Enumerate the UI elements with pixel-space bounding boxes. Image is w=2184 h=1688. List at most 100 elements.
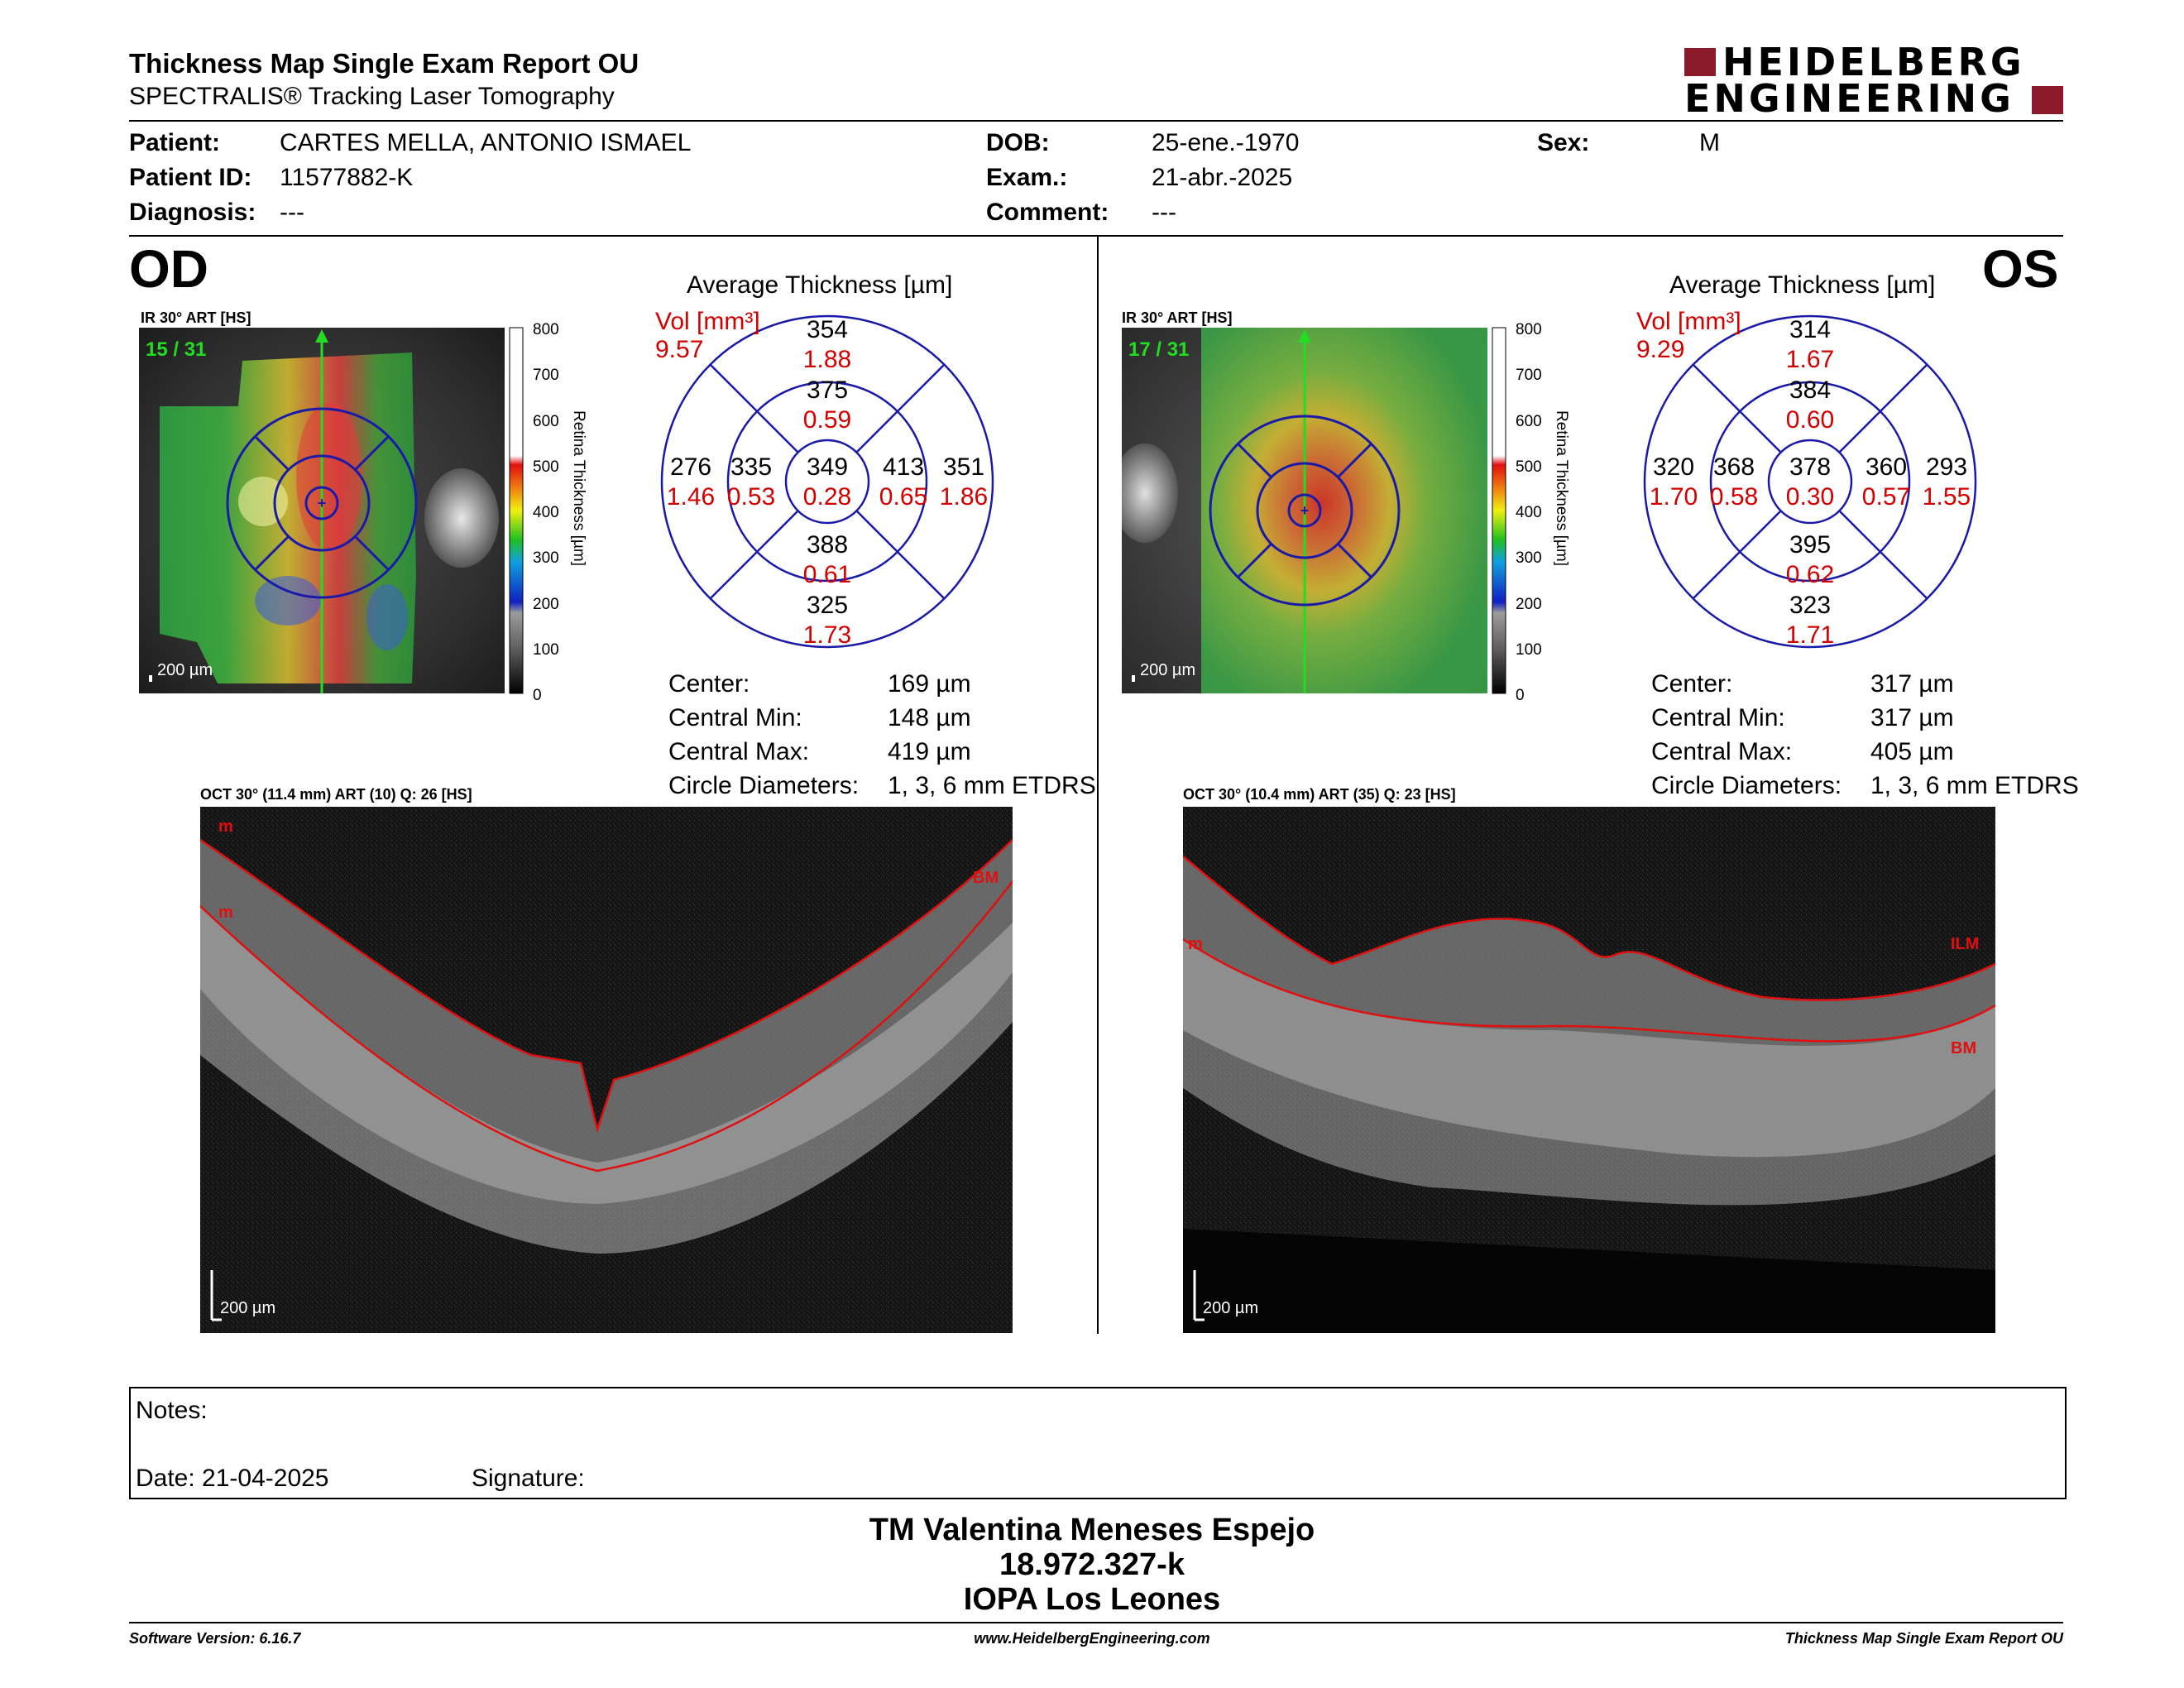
report-title: Thickness Map Single Exam Report OU (129, 48, 639, 79)
od-cbar-tick-300: 300 (533, 549, 559, 567)
od-inner-bottom-thickness: 388 (807, 531, 848, 559)
od-inner-bottom-volume: 0.61 (803, 561, 851, 588)
signature-name: TM Valentina Meneses Espejo (869, 1513, 1315, 1547)
od-oct-tag-1: m (218, 818, 233, 836)
os-outer-top-volume: 1.67 (1786, 346, 1834, 373)
dob-value: 25-ene.-1970 (1152, 129, 1300, 156)
os-map-scale: 200 µm (1140, 661, 1195, 679)
od-stat-diam-label: Circle Diameters: (668, 772, 860, 799)
os-oct-tag-1: m (1188, 935, 1203, 953)
patient-label: Patient: (129, 129, 221, 156)
os-inner-left-thickness: 368 (1713, 453, 1755, 481)
os-cbar-tick-500: 500 (1516, 458, 1542, 476)
od-blue-region (255, 576, 321, 626)
os-cbar-tick-200: 200 (1516, 596, 1542, 613)
od-cbar-tick-0: 0 (533, 687, 542, 700)
od-yellow-region (238, 477, 288, 526)
od-cbar-tick-100: 100 (533, 641, 559, 659)
od-etdrs-grid: 354 1.88 375 0.59 276 1.46 335 0.53 349 … (654, 308, 1001, 655)
od-frame-counter: 15 / 31 (146, 338, 206, 361)
os-oct-label: OCT 30° (10.4 mm) ART (35) Q: 23 [HS] (1183, 786, 1456, 803)
os-outer-left-thickness: 320 (1653, 453, 1694, 481)
patient-divider (129, 235, 2063, 237)
od-blue-region-2 (366, 584, 408, 650)
os-colorbar-svg: 800 700 600 500 400 300 200 100 0 Retina… (1492, 321, 1570, 704)
od-stat-max-value: 419 µm (888, 738, 971, 765)
os-cbar-tick-0: 0 (1516, 687, 1525, 700)
od-stat-min-label: Central Min: (668, 704, 802, 731)
os-stat-min-value: 317 µm (1870, 704, 1954, 731)
patient-id: 11577882-K (280, 164, 414, 191)
sex-label: Sex: (1537, 129, 1590, 156)
od-cbar-tick-700: 700 (533, 367, 559, 384)
os-inner-bottom-volume: 0.62 (1786, 561, 1834, 588)
od-choroid-layers (200, 906, 1013, 1254)
os-inner-top-thickness: 384 (1789, 376, 1831, 404)
os-map-svg: + 17 / 31 200 µm (1112, 328, 1487, 693)
od-inner-top-volume: 0.59 (803, 406, 851, 434)
notes-date: Date: 21-04-2025 (136, 1465, 329, 1492)
od-inner-left-thickness: 335 (730, 453, 772, 481)
logo-line1: HEIDELBERG (1722, 40, 2025, 84)
comment-value: --- (1152, 199, 1176, 226)
os-stat-diam-label: Circle Diameters: (1651, 772, 1842, 799)
os-bm-line (1182, 938, 1996, 1043)
os-eye-label: OS (1982, 239, 2059, 299)
os-stat-max-value: 405 µm (1870, 738, 1954, 765)
od-map-scale: 200 µm (157, 661, 213, 679)
od-inner-right-thickness: 413 (883, 453, 924, 481)
os-cbar-tick-800: 800 (1516, 321, 1542, 338)
os-oct-tag-2: ILM (1951, 935, 1979, 953)
od-center-thickness: 349 (807, 453, 848, 481)
os-oct-shadow (1183, 1229, 1995, 1333)
od-colorbar: 800 700 600 500 400 300 200 100 0 Retina… (508, 319, 615, 704)
od-cbar-axis-label: Retina Thickness [µm] (570, 410, 587, 566)
od-colorbar-ticks: 800 700 600 500 400 300 200 100 0 (533, 321, 559, 704)
od-stat-center-value: 169 µm (888, 670, 971, 698)
os-oct-tag-3: BM (1951, 1039, 1976, 1057)
os-etdrs-grid: 314 1.67 384 0.60 320 1.70 368 0.58 378 … (1636, 308, 1984, 655)
comment-label: Comment: (986, 199, 1109, 226)
os-colorbar: 800 700 600 500 400 300 200 100 0 Retina… (1491, 319, 1598, 704)
exam-value: 21-abr.-2025 (1152, 164, 1293, 191)
od-thickness-map: + 15 / 31 200 µm (139, 328, 505, 693)
os-etdrs-svg: 314 1.67 384 0.60 320 1.70 368 0.58 378 … (1643, 314, 1977, 649)
notes-signature-label: Signature: (472, 1465, 585, 1492)
svg-text:+: + (318, 495, 327, 511)
os-vol-value: 9.29 (1636, 336, 1685, 363)
od-stat-diam-value: 1, 3, 6 mm ETDRS (888, 772, 1096, 799)
os-oct-scale: 200 µm (1203, 1299, 1258, 1317)
od-outer-bottom-volume: 1.73 (803, 621, 851, 649)
os-outer-bottom-thickness: 323 (1789, 592, 1831, 619)
os-heatmap (1201, 328, 1487, 693)
logo-line2: ENGINEERING (1684, 76, 2014, 121)
signature-id: 18.972.327-k (999, 1547, 1185, 1582)
os-choroid-layers (1183, 939, 1995, 1206)
os-cbar-tick-300: 300 (1516, 549, 1542, 567)
os-avg-title: Average Thickness [µm] (1669, 271, 1936, 299)
website-link[interactable]: www.HeidelbergEngineering.com (974, 1630, 1210, 1647)
os-oct-bscan: m ILM BM 200 µm (1182, 807, 1996, 1333)
os-vol-label: Vol [mm³] (1636, 308, 1741, 335)
notes-box[interactable]: Notes: Date: 21-04-2025 Signature: (129, 1387, 2067, 1499)
diagnosis-label: Diagnosis: (129, 199, 256, 226)
od-oct-svg: m m BM 200 µm (199, 807, 1013, 1333)
os-inner-left-volume: 0.58 (1710, 483, 1758, 511)
os-cbar-tick-100: 100 (1516, 641, 1542, 659)
footer-report-title: Thickness Map Single Exam Report OU (1784, 1630, 2063, 1647)
os-inner-right-volume: 0.57 (1862, 483, 1910, 511)
os-cbar-tick-600: 600 (1516, 413, 1542, 430)
od-cbar-tick-400: 400 (533, 504, 559, 521)
dob-label: DOB: (986, 129, 1050, 156)
os-cbar-tick-700: 700 (1516, 367, 1542, 384)
od-oct-bscan: m m BM 200 µm (199, 807, 1013, 1333)
heidelberg-logo: HEIDELBERG ENGINEERING (1684, 40, 2065, 121)
od-map-svg: + 15 / 31 200 µm (139, 328, 505, 693)
od-inner-right-volume: 0.65 (879, 483, 927, 511)
header-divider (129, 120, 2063, 122)
od-hot-region (296, 402, 362, 551)
od-outer-left-volume: 1.46 (667, 483, 715, 511)
os-oct-svg: m ILM BM 200 µm (1182, 807, 1996, 1333)
od-oct-tag-2: m (218, 904, 233, 922)
od-cbar-tick-200: 200 (533, 596, 559, 613)
